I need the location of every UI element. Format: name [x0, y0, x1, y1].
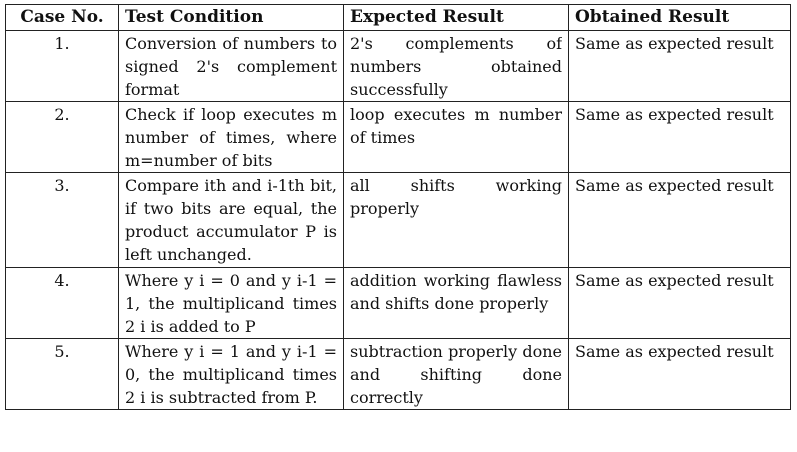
expected-result-text: all shifts working properly: [350, 176, 562, 218]
table-row: 5. Where y i = 1 and y i-1 = 0, the mult…: [5, 338, 791, 410]
case-number: 3.: [5, 172, 119, 268]
case-number-text: 1.: [54, 34, 70, 53]
test-condition-cell: Conversion of numbers to signed 2's comp…: [118, 30, 344, 102]
obtained-result-text: Same as expected result: [575, 342, 774, 361]
test-condition-text: Where y i = 0 and y i-1 = 1, the multipl…: [125, 271, 337, 336]
header-row: Case No. Test Condition Expected Result …: [5, 4, 791, 31]
test-condition-cell: Compare ith and i-1th bit, if two bits a…: [118, 172, 344, 268]
test-condition-cell: Check if loop executes m number of times…: [118, 101, 344, 173]
obtained-result-text: Same as expected result: [575, 176, 774, 195]
expected-result-text: loop executes m number of times: [350, 105, 562, 147]
expected-result-cell: addition working flawless and shifts don…: [343, 267, 569, 339]
test-condition-cell: Where y i = 0 and y i-1 = 1, the multipl…: [118, 267, 344, 339]
expected-result-cell: loop executes m number of times: [343, 101, 569, 173]
expected-result-text: 2's complements of numbers obtained succ…: [350, 34, 562, 99]
obtained-result-cell: Same as expected result: [568, 172, 791, 268]
case-number: 1.: [5, 30, 119, 102]
obtained-result-cell: Same as expected result: [568, 101, 791, 173]
obtained-result-cell: Same as expected result: [568, 267, 791, 339]
obtained-result-cell: Same as expected result: [568, 30, 791, 102]
test-condition-text: Check if loop executes m number of times…: [125, 105, 337, 170]
obtained-result-text: Same as expected result: [575, 271, 774, 290]
expected-result-cell: all shifts working properly: [343, 172, 569, 268]
case-number-text: 3.: [54, 176, 70, 195]
expected-result-cell: 2's complements of numbers obtained succ…: [343, 30, 569, 102]
test-condition-text: Compare ith and i-1th bit, if two bits a…: [125, 176, 337, 264]
table-row: 4. Where y i = 0 and y i-1 = 1, the mult…: [5, 267, 791, 339]
case-number-text: 2.: [54, 105, 70, 124]
expected-result-text: subtraction properly done and shifting d…: [350, 342, 562, 407]
table-row: 2. Check if loop executes m number of ti…: [5, 101, 791, 173]
expected-result-cell: subtraction properly done and shifting d…: [343, 338, 569, 410]
table-row: 1. Conversion of numbers to signed 2's c…: [5, 30, 791, 102]
case-number: 5.: [5, 338, 119, 410]
expected-result-text: addition working flawless and shifts don…: [350, 271, 562, 313]
table-row: 3. Compare ith and i-1th bit, if two bit…: [5, 172, 791, 268]
case-number: 4.: [5, 267, 119, 339]
test-condition-text: Where y i = 1 and y i-1 = 0, the multipl…: [125, 342, 337, 407]
table-header: Case No. Test Condition Expected Result …: [5, 4, 791, 31]
obtained-result-text: Same as expected result: [575, 34, 774, 53]
header-test-condition: Test Condition: [118, 4, 344, 31]
test-condition-text: Conversion of numbers to signed 2's comp…: [125, 34, 337, 99]
test-cases-table: Case No. Test Condition Expected Result …: [5, 4, 791, 410]
test-condition-cell: Where y i = 1 and y i-1 = 0, the multipl…: [118, 338, 344, 410]
header-case-no: Case No.: [5, 4, 119, 31]
case-number-text: 5.: [54, 342, 70, 361]
header-expected-result: Expected Result: [343, 4, 569, 31]
obtained-result-cell: Same as expected result: [568, 338, 791, 410]
header-obtained-result: Obtained Result: [568, 4, 791, 31]
obtained-result-text: Same as expected result: [575, 105, 774, 124]
case-number-text: 4.: [54, 271, 70, 290]
table-body: 1. Conversion of numbers to signed 2's c…: [5, 30, 791, 410]
case-number: 2.: [5, 101, 119, 173]
